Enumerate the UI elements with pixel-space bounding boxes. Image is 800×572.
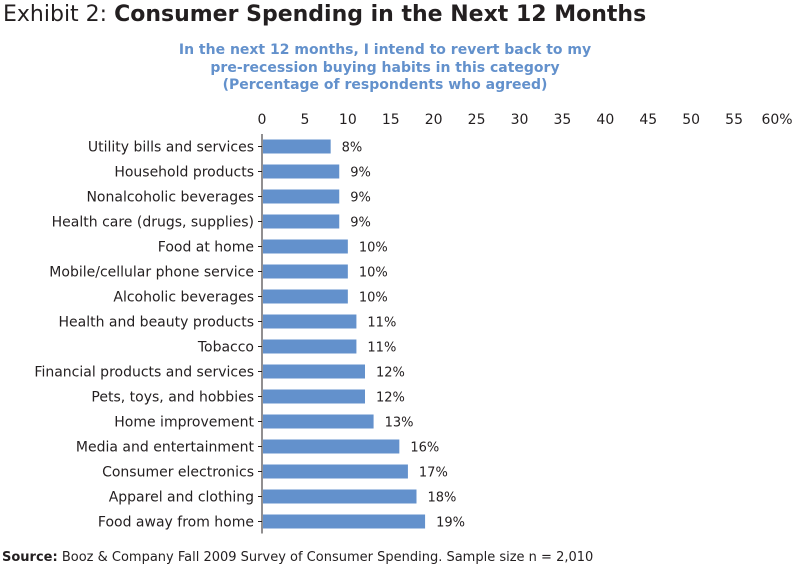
bar	[263, 364, 365, 379]
category-label: Media and entertainment	[76, 440, 255, 456]
x-tick-label: 45	[639, 112, 657, 128]
category-label: Financial products and services	[34, 365, 254, 381]
value-label: 11%	[367, 341, 396, 356]
value-label: 17%	[419, 466, 448, 481]
category-label: Health and beauty products	[58, 315, 254, 331]
value-label: 9%	[350, 216, 371, 231]
value-label: 8%	[342, 141, 363, 156]
x-tick-label: 5	[300, 112, 309, 128]
exhibit-title: Exhibit 2: Consumer Spending in the Next…	[3, 2, 646, 27]
x-tick-label: 15	[382, 112, 400, 128]
bar	[263, 514, 426, 529]
bar	[263, 414, 374, 429]
value-label: 9%	[350, 166, 371, 181]
value-label: 11%	[367, 316, 396, 331]
bar	[263, 339, 357, 354]
bar	[263, 214, 340, 229]
value-label: 12%	[376, 366, 405, 381]
x-tick-label: 20	[425, 112, 443, 128]
chart-title-line-2: pre-recession buying habits in this cate…	[210, 59, 560, 76]
value-label: 13%	[385, 416, 414, 431]
x-tick-label: 30	[511, 112, 529, 128]
chart-title-line-1: In the next 12 months, I intend to rever…	[178, 42, 592, 58]
bar	[263, 239, 348, 254]
bar	[263, 439, 400, 454]
value-label: 10%	[359, 291, 388, 306]
x-tick-label: 0	[258, 112, 267, 128]
category-label: Tobacco	[197, 340, 254, 356]
source-text: Booz & Company Fall 2009 Survey of Consu…	[57, 550, 594, 565]
value-label: 12%	[376, 391, 405, 406]
x-tick-label: 60%	[761, 112, 792, 128]
category-label: Health care (drugs, supplies)	[52, 215, 254, 231]
x-tick-label: 10	[339, 112, 357, 128]
chart-title: In the next 12 months, I intend to rever…	[170, 42, 600, 95]
bar	[263, 264, 348, 279]
bar	[263, 464, 408, 479]
category-label: Home improvement	[114, 415, 254, 431]
category-label: Consumer electronics	[102, 465, 254, 481]
value-label: 18%	[428, 491, 457, 506]
category-label: Food at home	[158, 240, 254, 256]
x-tick-label: 40	[596, 112, 614, 128]
chart-title-line-3: (Percentage of respondents who agreed)	[222, 77, 548, 93]
category-label: Nonalcoholic beverages	[86, 190, 254, 206]
x-tick-label: 55	[725, 112, 743, 128]
bar	[263, 189, 340, 204]
category-label: Household products	[114, 165, 254, 181]
source-label: Source:	[2, 550, 58, 565]
category-label: Mobile/cellular phone service	[49, 265, 254, 281]
exhibit-label: Exhibit 2:	[3, 2, 115, 27]
bar	[263, 289, 348, 304]
category-label: Utility bills and services	[88, 140, 254, 156]
source-note: Source: Booz & Company Fall 2009 Survey …	[2, 550, 593, 565]
bar	[263, 389, 365, 404]
value-label: 10%	[359, 266, 388, 281]
bar-chart: 0 5 10 15 20 25 30 35 40 45 50 55 60% Utility bills a…	[34, 112, 793, 534]
category-label: Alcoholic beverages	[113, 290, 254, 306]
bar	[263, 164, 340, 179]
value-label: 16%	[410, 441, 439, 456]
value-label: 19%	[436, 516, 465, 531]
bar	[263, 139, 331, 154]
exhibit-heading: Consumer Spending in the Next 12 Months	[114, 2, 647, 27]
x-tick-label: 35	[554, 112, 572, 128]
category-label: Pets, toys, and hobbies	[91, 390, 254, 406]
x-tick-label: 25	[468, 112, 486, 128]
category-label: Food away from home	[98, 515, 254, 531]
x-tick-label: 50	[682, 112, 700, 128]
category-label: Apparel and clothing	[109, 490, 254, 506]
bar	[263, 314, 357, 329]
value-label: 9%	[350, 191, 371, 206]
value-label: 10%	[359, 241, 388, 256]
bar	[263, 489, 417, 504]
